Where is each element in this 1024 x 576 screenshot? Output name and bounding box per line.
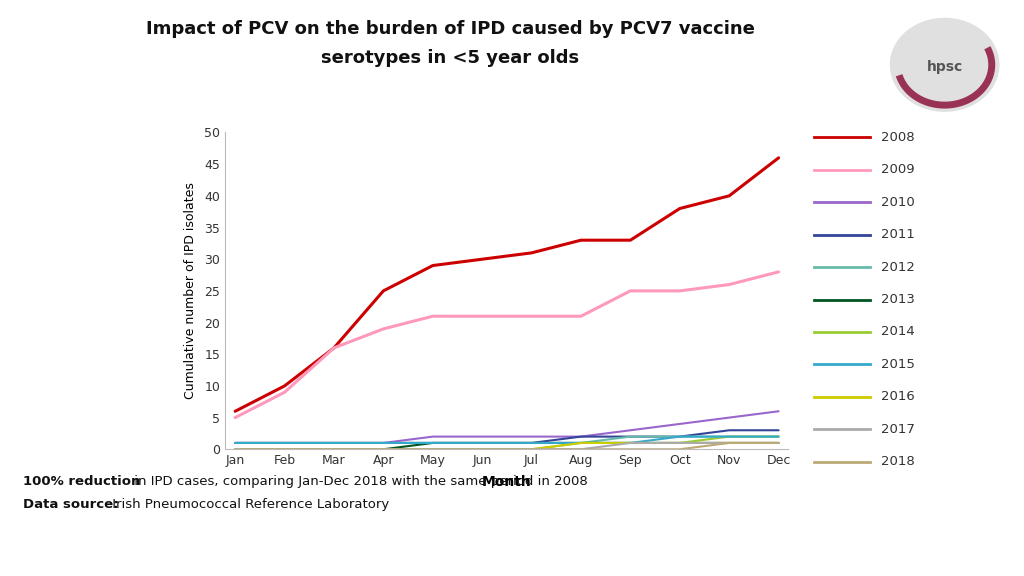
Text: serotypes in <5 year olds: serotypes in <5 year olds — [322, 49, 580, 67]
Text: 2016: 2016 — [881, 391, 914, 403]
Text: 2008: 2008 — [881, 131, 914, 143]
Text: 2011: 2011 — [881, 228, 914, 241]
Text: hpsc: hpsc — [927, 60, 963, 74]
Y-axis label: Cumulative number of IPD isolates: Cumulative number of IPD isolates — [184, 183, 198, 399]
Text: in IPD cases, comparing Jan-Dec 2018 with the same period in 2008: in IPD cases, comparing Jan-Dec 2018 wit… — [130, 475, 588, 488]
Text: 2017: 2017 — [881, 423, 914, 436]
X-axis label: Month: Month — [482, 475, 531, 490]
Circle shape — [891, 18, 998, 111]
Text: 6: 6 — [986, 554, 995, 567]
Text: Data source:: Data source: — [23, 498, 118, 511]
Text: Impact of PCV on the burden of IPD caused by PCV7 vaccine: Impact of PCV on the burden of IPD cause… — [146, 20, 755, 38]
Text: 2014: 2014 — [881, 325, 914, 339]
Text: 2013: 2013 — [881, 293, 914, 306]
Text: 2018: 2018 — [881, 456, 914, 468]
Text: 100% reduction: 100% reduction — [23, 475, 140, 488]
Text: 2012: 2012 — [881, 260, 914, 274]
Text: 2015: 2015 — [881, 358, 914, 371]
Text: 2010: 2010 — [881, 196, 914, 209]
Text: 2009: 2009 — [881, 163, 914, 176]
Text: Irish Pneumococcal Reference Laboratory: Irish Pneumococcal Reference Laboratory — [108, 498, 389, 511]
